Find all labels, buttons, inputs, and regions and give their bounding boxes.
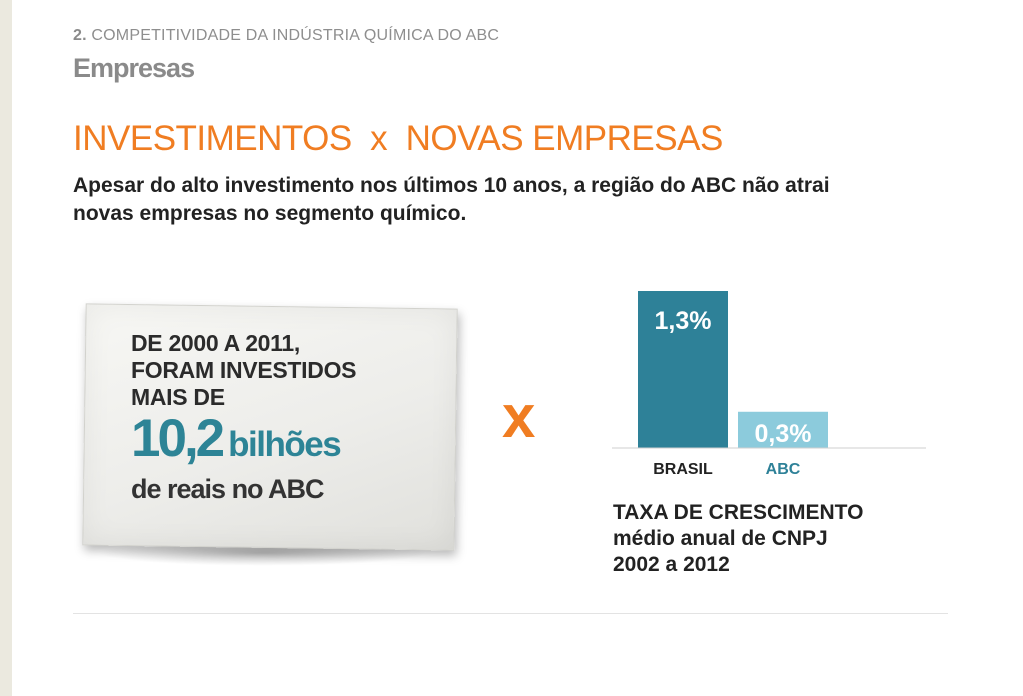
chart-subtitle: médio anual de CNPJ [613,527,828,550]
note-big-unit: bilhões [228,425,342,464]
value-label-abc: 0,3% [755,420,812,448]
page-title: Empresas [73,53,195,83]
note-big-number: 10,2 [131,409,225,468]
note-line-4: de reais no ABC [131,474,325,504]
headline: INVESTIMENTOS x NOVAS EMPRESAS [73,119,723,158]
bottom-divider [73,613,948,614]
note-line-1: DE 2000 A 2011, [131,330,300,356]
chart-caption: TAXA DE CRESCIMENTO médio anual de CNPJ … [613,500,863,578]
chart-title: TAXA DE CRESCIMENTO [613,501,864,524]
bar-abc [738,411,828,448]
value-label-brasil: 1,3% [655,307,712,335]
section-title: COMPETITIVIDADE DA INDÚSTRIA QUÍMICA DO … [91,27,500,44]
chart-bars [638,291,828,448]
chart-labels: 1,3% BRASIL 0,3% ABC [653,307,811,478]
note-amount: 10,2 bilhões [131,412,356,478]
subheadline: Apesar do alto investimento nos últimos … [73,174,830,225]
chart-period: 2002 a 2012 [613,553,730,576]
growth-bar-chart: 1,3% BRASIL 0,3% ABC [612,291,926,478]
bar-brasil [638,291,728,448]
note-line-2: FORAM INVESTIDOS [131,357,357,383]
versus-mark: x [502,383,536,450]
category-label-brasil: BRASIL [653,461,713,478]
investment-note-text: DE 2000 A 2011, FORAM INVESTIDOS MAIS DE… [131,330,357,505]
left-accent-strip [0,0,12,696]
section-heading: 2. COMPETITIVIDADE DA INDÚSTRIA QUÍMICA … [73,27,499,45]
section-number: 2. [73,27,87,44]
category-label-abc: ABC [766,461,801,478]
note-line-3: MAIS DE [131,384,225,410]
